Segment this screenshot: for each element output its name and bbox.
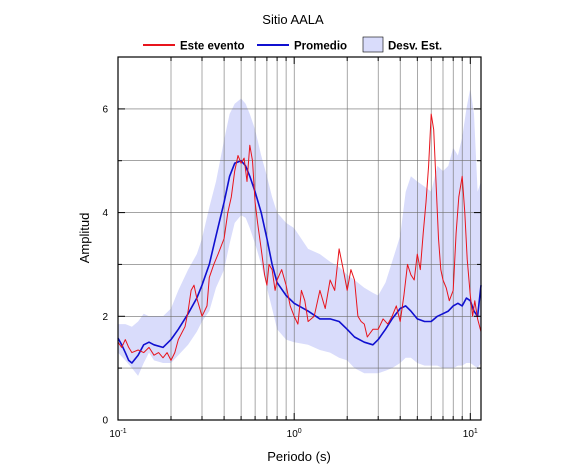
legend: Este evento Promedio Desv. Est. [143,36,442,53]
y-tick-label: 0 [102,416,108,427]
legend-band-label: Desv. Est. [388,41,442,53]
plot-frame [117,56,482,421]
y-tick-label: 6 [102,104,108,115]
series-mean-line [117,159,482,364]
y-tick-label: 4 [102,208,108,219]
x-axis-label: Periodo (s) [267,449,331,464]
x-tick-label: 100 [287,428,302,440]
chart-title: Sitio AALA [262,12,324,27]
y-axis-label: Amplitud [77,213,92,264]
std-dev-band [118,88,481,376]
legend-event-label: Este evento [180,41,245,53]
y-tick-label: 2 [102,312,108,323]
x-tick-label: 101 [463,428,478,440]
x-tick-label: 10-1 [109,428,126,440]
plot-area [117,56,482,421]
legend-mean-label: Promedio [294,41,347,53]
series-event-line [117,113,482,361]
legend-band-swatch [362,36,384,53]
